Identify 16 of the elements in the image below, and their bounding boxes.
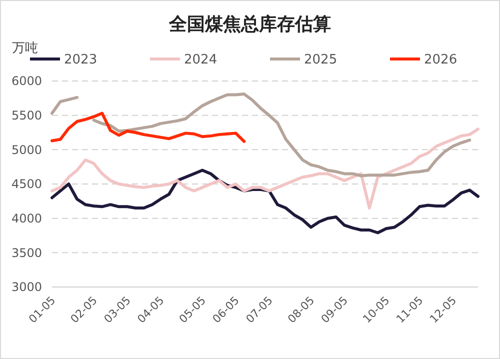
y-tick-label: 3000: [11, 280, 42, 294]
line-series: [50, 128, 480, 210]
legend-label: 2024: [184, 52, 218, 68]
line-series: [50, 112, 246, 143]
legend-label: 2023: [64, 52, 98, 68]
y-tick-label: 6000: [11, 74, 42, 88]
legend-label: 2025: [304, 52, 338, 68]
y-tick-label: 5500: [11, 108, 42, 123]
y-tick-label: 3500: [11, 246, 42, 260]
y-tick-label: 4500: [11, 177, 42, 192]
chart-title: 全国煤焦总库存估算: [168, 14, 331, 35]
y-axis-title: 万吨: [12, 41, 38, 56]
y-tick-label: 5000: [11, 142, 42, 157]
line-series: [50, 168, 480, 234]
legend-label: 2026: [424, 52, 458, 68]
y-tick-label: 4000: [11, 212, 42, 226]
